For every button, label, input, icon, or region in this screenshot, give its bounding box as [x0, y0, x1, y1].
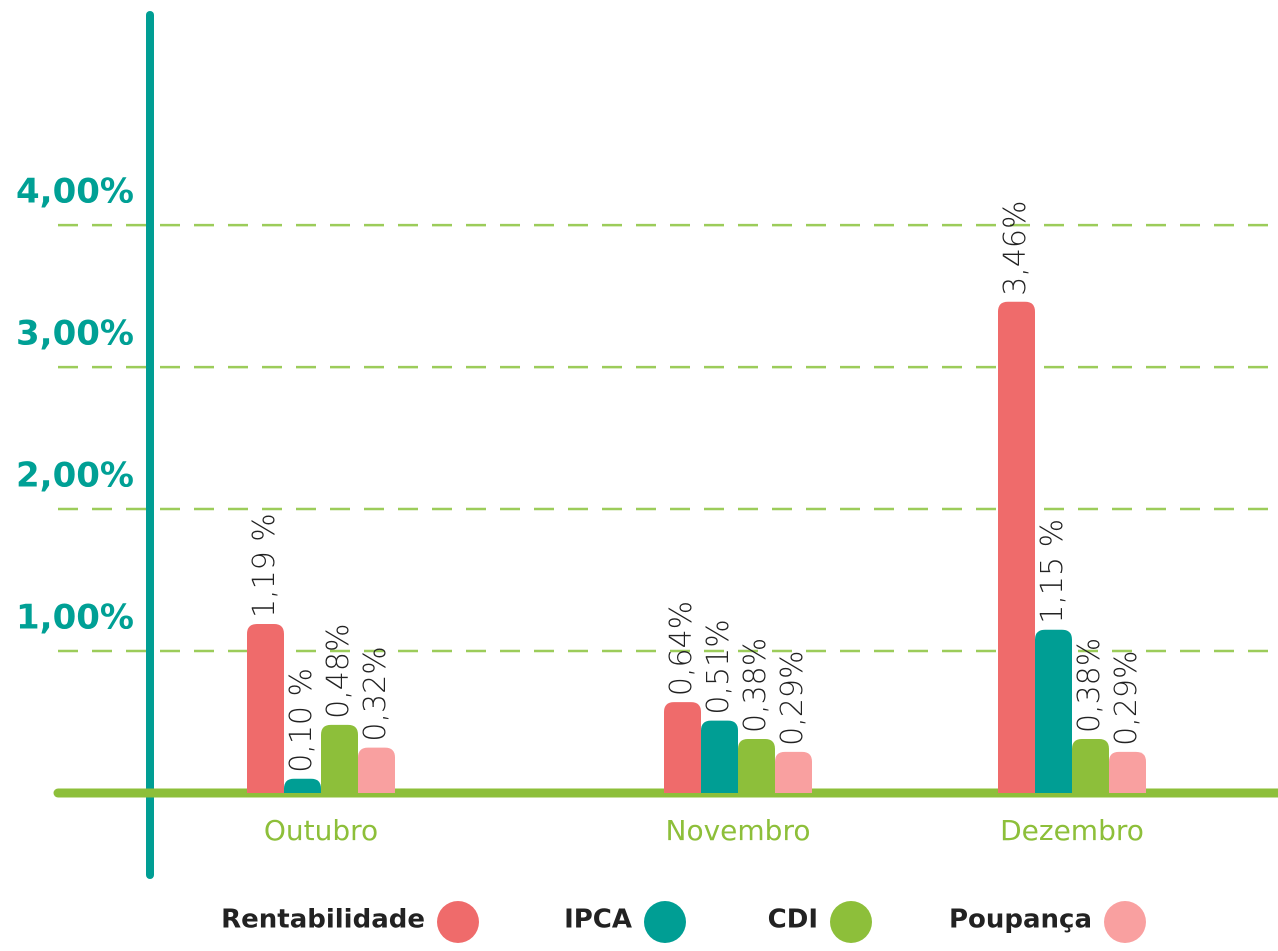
- bar: [775, 751, 812, 793]
- bar: [1035, 629, 1072, 793]
- bar: [284, 778, 321, 793]
- legend-label: IPCA: [564, 905, 632, 935]
- x-tick-label: Dezembro: [1000, 814, 1144, 847]
- data-label: 0,29%: [1109, 651, 1144, 746]
- y-tick-label: 1,00%: [16, 598, 134, 638]
- legend-label: Rentabilidade: [221, 905, 425, 935]
- data-label: 0,38%: [738, 638, 773, 733]
- legend-label: CDI: [768, 905, 818, 935]
- bar: [1109, 751, 1146, 793]
- data-label: 0,51%: [701, 619, 736, 714]
- bar: [998, 301, 1035, 793]
- data-label: 0,38%: [1072, 638, 1107, 733]
- legend-swatch: [437, 901, 479, 943]
- data-label: 0,48%: [321, 624, 356, 719]
- data-label: 1,19 %: [247, 513, 282, 618]
- data-label: 0,64%: [664, 601, 699, 696]
- bar: [701, 720, 738, 793]
- data-label: 0,32%: [358, 646, 393, 741]
- data-label: 3,46%: [998, 200, 1033, 295]
- bar: [664, 702, 701, 793]
- bar: [358, 747, 395, 793]
- y-tick-label: 4,00%: [16, 172, 134, 212]
- bar: [247, 624, 284, 793]
- x-tick-label: Novembro: [666, 814, 811, 847]
- bar: [1072, 739, 1109, 793]
- bar: [738, 739, 775, 793]
- y-tick-label: 3,00%: [16, 314, 134, 354]
- legend-label: Poupança: [949, 905, 1092, 935]
- legend-swatch: [830, 901, 872, 943]
- legend-swatch: [1104, 901, 1146, 943]
- x-tick-label: Outubro: [264, 814, 378, 847]
- bar: [321, 724, 358, 793]
- data-label: 0,10 %: [284, 668, 319, 773]
- legend-swatch: [644, 901, 686, 943]
- data-label: 1,15 %: [1035, 519, 1070, 624]
- y-tick-label: 2,00%: [16, 456, 134, 496]
- data-label: 0,29%: [775, 651, 810, 746]
